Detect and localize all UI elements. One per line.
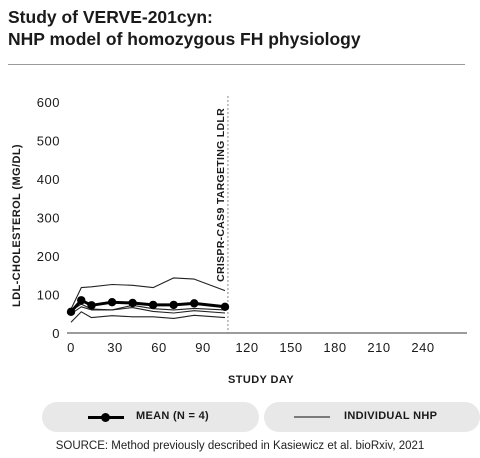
individual-series-line <box>70 306 226 315</box>
individual-series-line <box>70 311 226 323</box>
source-note: SOURCE: Method previously described in K… <box>55 440 425 452</box>
mean-data-point <box>128 298 137 308</box>
x-tick-label: 90 <box>195 340 210 355</box>
mean-data-point <box>190 299 199 308</box>
y-tick-label: 100 <box>37 288 60 303</box>
annotation-label: CRISPR-CAS9 TARGETING LDLR <box>215 108 227 282</box>
y-tick-label: 600 <box>37 95 60 110</box>
y-tick-label: 400 <box>37 172 60 187</box>
x-tick-label: 0 <box>67 340 75 355</box>
y-axis-label: LDL-CHOLESTEROL (MG/DL) <box>11 144 23 307</box>
x-tick-label: 30 <box>107 340 122 355</box>
x-axis-label: STUDY DAY <box>228 374 294 386</box>
legend-individual-swatch <box>294 416 330 418</box>
legend-individual: INDIVIDUAL NHP <box>264 402 480 432</box>
mean-data-point <box>148 300 158 310</box>
x-tick-label: 240 <box>411 340 434 355</box>
chart-title: Study of VERVE-201cyn: NHP model of homo… <box>8 6 361 50</box>
x-tick-label: 210 <box>367 340 390 355</box>
y-tick-label: 500 <box>37 134 60 149</box>
individual-series-line <box>70 277 226 310</box>
mean-data-point <box>66 307 76 317</box>
title-line-2: NHP model of homozygous FH physiology <box>8 29 361 49</box>
mean-data-point <box>107 298 117 307</box>
mean-data-point <box>169 300 178 310</box>
legend-mean: MEAN (N = 4) <box>42 402 259 432</box>
x-tick-label: 180 <box>323 340 346 355</box>
legend-mean-label: MEAN (N = 4) <box>136 410 209 422</box>
x-tick-label: 150 <box>279 340 302 355</box>
chart-svg: 0 100 200 300 400 500 600 0 30 60 90 120 150 180 210 24… <box>11 95 467 386</box>
mean-data-point <box>220 302 230 312</box>
title-line-1: Study of VERVE-201cyn: <box>8 7 213 27</box>
y-tick-label: 0 <box>52 326 60 341</box>
x-tick-label: 120 <box>235 340 258 355</box>
title-divider <box>8 64 465 65</box>
legend-mean-swatch <box>88 413 124 422</box>
y-tick-label: 200 <box>37 249 60 264</box>
legend-individual-label: INDIVIDUAL NHP <box>344 410 438 422</box>
mean-data-point <box>87 301 96 310</box>
x-tick-label: 60 <box>151 340 166 355</box>
mean-data-point <box>77 296 86 305</box>
y-tick-label: 300 <box>37 211 60 226</box>
